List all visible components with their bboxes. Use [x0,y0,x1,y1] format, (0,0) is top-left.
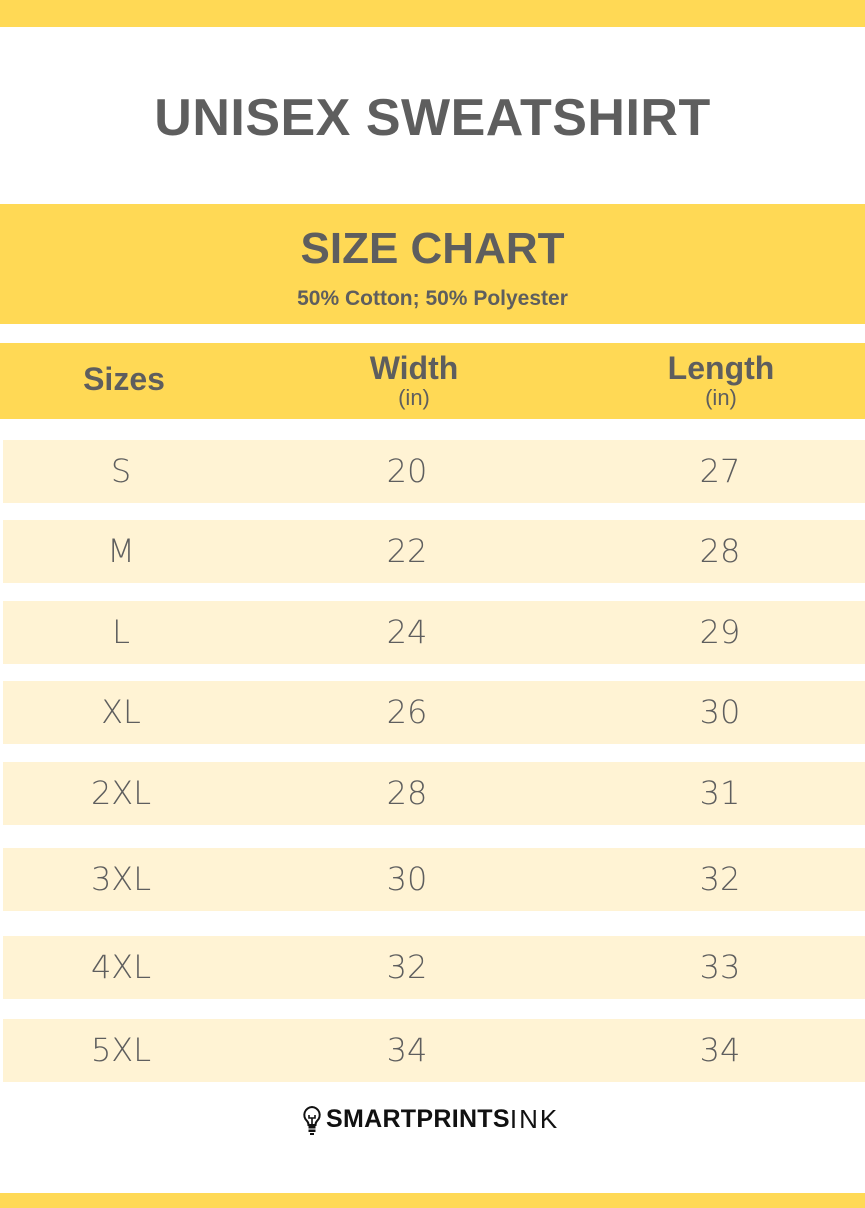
logo-light: INK [509,1104,560,1134]
cell-size: M [107,532,135,570]
size-chart-band [0,204,865,324]
chart-title: SIZE CHART [300,224,565,273]
lightbulb-icon [303,1105,321,1135]
table-row: 4XL 32 33 [3,936,865,999]
header-width-unit: (in) [398,385,430,410]
cell-length: 31 [699,774,741,812]
cell-width: 30 [386,860,428,898]
cell-width: 20 [386,452,428,490]
cell-width: 26 [386,693,428,731]
table-header [0,343,865,419]
table-row: L 24 29 [3,601,865,664]
cell-length: 29 [699,613,741,651]
smartprints-logo: SMARTPRINTS INK [302,1104,559,1135]
cell-size: XL [101,693,141,731]
header-width: Width (in) [334,350,494,409]
table-row: M 22 28 [3,520,865,583]
header-sizes: Sizes [83,361,165,397]
table-row: 3XL 30 32 [3,848,865,911]
cell-size: S [110,452,132,490]
cell-length: 27 [699,452,741,490]
bottom-bar [0,1193,865,1208]
table-row: 5XL 34 34 [3,1019,865,1082]
page-title: UNISEX SWEATSHIRT [154,89,711,147]
cell-width: 32 [386,948,428,986]
header-length: Length (in) [641,350,801,409]
cell-length: 34 [699,1031,741,1069]
cell-width: 24 [386,613,428,651]
header-width-label: Width [369,350,459,386]
cell-size: L [112,613,130,651]
cell-length: 28 [699,532,741,570]
cell-size: 2XL [90,774,152,812]
cell-size: 4XL [90,948,152,986]
cell-width: 28 [386,774,428,812]
cell-width: 22 [386,532,428,570]
cell-size: 5XL [90,1031,152,1069]
table-row: XL 26 30 [3,681,865,744]
top-bar [0,0,865,27]
cell-size: 3XL [90,860,152,898]
table-row: S 20 27 [3,440,865,503]
header-length-label: Length [667,350,775,386]
fabric-subtitle: 50% Cotton; 50% Polyester [297,287,568,310]
cell-length: 33 [699,948,741,986]
header-length-unit: (in) [705,385,737,410]
cell-length: 30 [699,693,741,731]
cell-length: 32 [699,860,741,898]
cell-width: 34 [386,1031,428,1069]
table-row: 2XL 28 31 [3,762,865,825]
logo-bold: SMARTPRINTS [326,1105,510,1133]
